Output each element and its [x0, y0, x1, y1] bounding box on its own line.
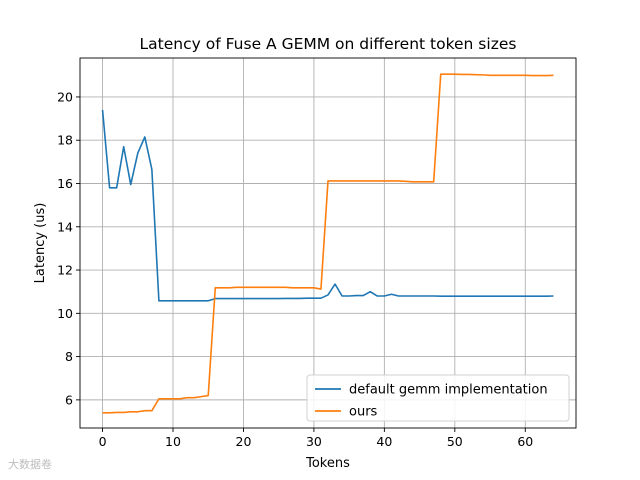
x-tick-label: 20: [236, 434, 252, 449]
x-tick-label: 40: [376, 434, 392, 449]
series-line-ours: [102, 73, 554, 414]
x-tick-label: 60: [517, 434, 533, 449]
legend-entry: default gemm implementation: [349, 383, 548, 398]
series-line-default-gemm: [101, 109, 554, 302]
y-tick-label: 8: [65, 349, 73, 364]
legend-box: [306, 374, 570, 422]
x-tick-label: 10: [165, 434, 181, 449]
legend-entry: ours: [349, 405, 378, 420]
y-axis-label: Latency (us): [33, 203, 48, 284]
x-tick-label: 30: [306, 434, 322, 449]
legend: default gemm implementation ours: [306, 374, 570, 422]
y-tick-label: 20: [57, 89, 73, 104]
watermark-text: 大数据卷: [8, 458, 52, 471]
grid-lines: [80, 58, 576, 428]
plot-frame: [79, 57, 577, 429]
y-tick-label: 16: [57, 176, 73, 191]
x-axis: 0 10 20 30 40 50 60: [99, 428, 533, 449]
x-tick-label: 50: [447, 434, 463, 449]
y-tick-label: 6: [65, 392, 73, 407]
y-tick-label: 18: [57, 133, 73, 148]
y-tick-label: 12: [57, 263, 73, 278]
y-tick-label: 14: [57, 219, 73, 234]
y-axis: 6 8 10 12 14 16 18 20: [57, 89, 80, 407]
chart-title: Latency of Fuse A GEMM on different toke…: [140, 35, 517, 53]
x-axis-label: Tokens: [305, 456, 350, 471]
y-tick-label: 10: [57, 306, 73, 321]
series-group: [101, 73, 554, 414]
x-tick-label: 0: [99, 434, 107, 449]
